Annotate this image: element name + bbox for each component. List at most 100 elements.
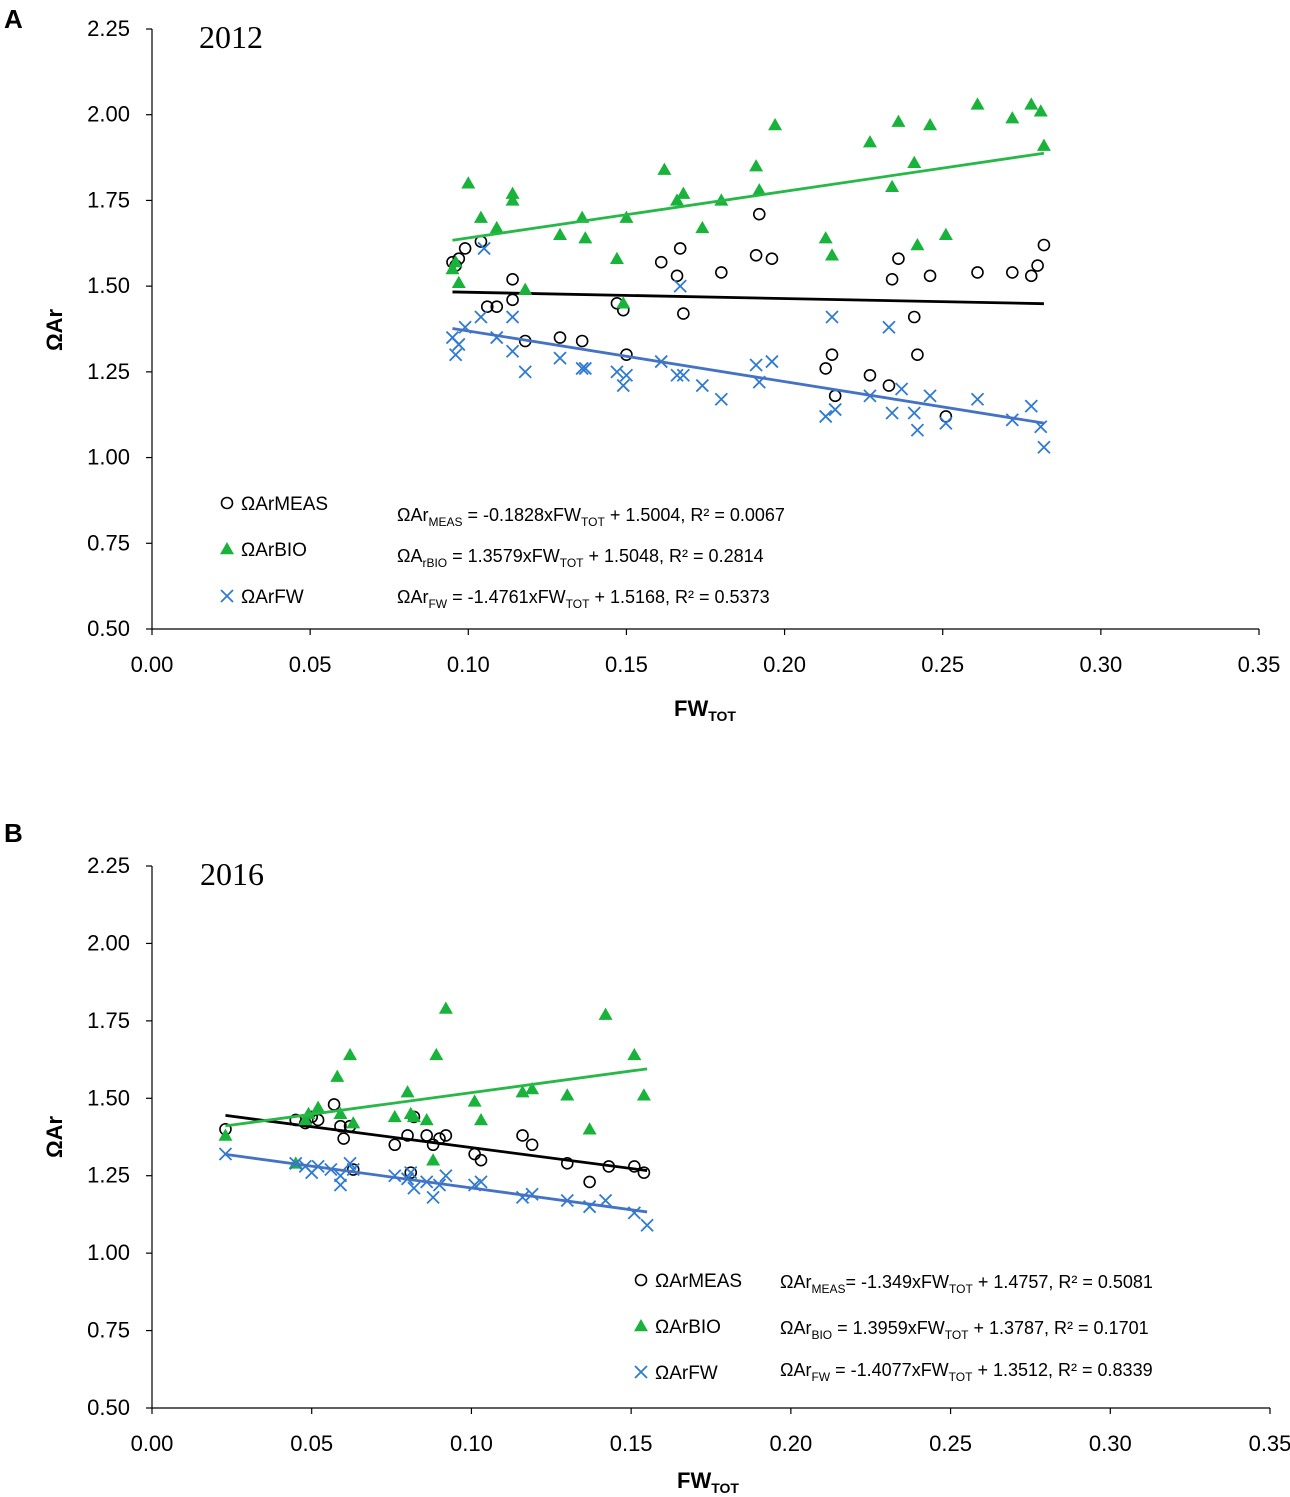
data-point-bio [505,193,520,206]
trendline-meas [225,1114,648,1172]
data-point-meas [654,255,668,269]
data-point-bio [343,1047,358,1061]
y-tick-label: 1.75 [87,1008,130,1033]
data-point-fw [910,423,925,437]
data-point-bio [346,1116,361,1129]
data-point-bio [825,248,840,261]
data-point-fw [616,378,630,393]
data-point-bio [749,159,764,172]
data-point-bio [400,1085,415,1098]
data-point-meas [907,310,921,324]
y-tick-label: 1.25 [87,1163,130,1188]
y-tick-label: 0.50 [87,1395,130,1420]
data-point-meas [752,207,766,221]
legend-marker-fw [220,589,234,603]
data-point-fw [765,354,779,369]
data-point-bio [298,1112,313,1126]
equation-bio: ΩArBIO = 1.3959xFWTOT + 1.3787, R² = 0.1… [780,1318,1149,1342]
data-point-bio [695,220,710,234]
y-tick-label: 2.25 [87,853,130,878]
data-point-bio [923,118,938,131]
y-tick-label: 2.00 [87,102,130,127]
data-point-fw [505,344,520,358]
equation-meas: ΩArMEAS= -1.349xFWTOT + 1.4757, R² = 0.5… [780,1272,1153,1296]
data-point-fw [553,351,567,365]
data-point-bio [670,193,685,206]
data-point-bio [885,179,900,192]
data-point-fw [923,389,937,403]
data-point-bio [518,282,533,295]
x-tick-label: 0.05 [290,1431,333,1456]
series-meas [219,1098,651,1189]
data-point-bio [578,231,593,244]
data-point-meas [828,389,842,403]
data-point-meas [439,1129,453,1142]
data-point-meas [825,348,839,362]
legend-marker-bio [220,542,234,555]
data-point-fw [218,1147,233,1161]
data-point-bio [768,118,783,131]
y-tick-label: 1.50 [87,1085,130,1110]
data-point-meas [553,331,567,344]
data-point-meas [677,307,690,320]
trendline-fw [452,327,1045,425]
data-point-fw [452,337,466,352]
data-point-meas [311,1113,325,1127]
x-tick-label: 0.35 [1249,1431,1290,1456]
legend-marker-bio [634,1319,648,1332]
data-point-bio [515,1085,530,1098]
panel-a: A 2012 0.50 0.75 1.00 1.25 1.50 1.75 2.00 2.25 0.0… [4,4,1280,724]
panel-b: B 2016 0.50 0.75 1.00 1.25 1.50 1.75 2.00 2.25 0.0… [4,818,1290,1496]
data-point-bio [387,1109,402,1123]
data-point-bio [445,262,460,275]
x-tick-label: 0.05 [289,652,332,677]
data-point-bio [609,251,624,264]
data-point-fw [749,358,763,372]
trendline-meas [452,290,1044,306]
data-point-fw [333,1178,348,1192]
data-point-fw [1005,413,1019,427]
data-point-fw [825,310,839,324]
data-point-fw [670,368,684,382]
data-point-bio [907,155,922,168]
data-point-meas [1024,269,1038,283]
data-point-meas [765,252,779,266]
y-tick-label: 1.00 [87,445,130,470]
data-point-meas [480,300,494,314]
data-point-fw [885,406,899,420]
data-point-bio [560,1088,575,1101]
data-point-bio [474,1112,489,1126]
data-point-bio [467,1094,482,1107]
data-point-bio [429,1047,444,1061]
data-point-bio [489,220,504,234]
legend-label-meas: ΩArMEAS [241,494,328,515]
x-tick-label: 0.20 [763,652,806,677]
y-tick-label: 1.50 [87,273,130,298]
data-point-bio [752,183,767,196]
legend-label-meas: ΩArMEAS [655,1271,742,1292]
data-point-bio [553,227,568,240]
legend-label-fw: ΩArFW [241,587,304,608]
data-point-meas [971,266,984,279]
data-point-bio [910,238,925,251]
data-point-bio [1024,97,1039,110]
data-point-meas [637,1166,651,1179]
data-point-fw [640,1218,654,1232]
chart-title: 2012 [199,19,263,55]
data-point-fw [505,310,520,324]
data-point-fw [448,348,463,362]
equation-fw: ΩArFW = -1.4077xFWTOT + 1.3512, R² = 0.8… [780,1360,1153,1384]
data-point-bio [1005,111,1020,124]
data-point-meas [525,1138,539,1152]
data-point-fw [474,1175,488,1189]
data-point-bio [598,1007,613,1020]
data-point-meas [404,1166,418,1179]
data-point-fw [1037,440,1051,454]
data-point-bio [525,1081,540,1095]
legend-marker-meas [634,1273,648,1287]
x-tick-label: 0.00 [131,652,174,677]
y-tick-label: 0.75 [87,1318,130,1343]
data-point-meas [327,1098,341,1111]
data-point-fw [474,310,488,324]
data-point-bio [419,1112,434,1126]
